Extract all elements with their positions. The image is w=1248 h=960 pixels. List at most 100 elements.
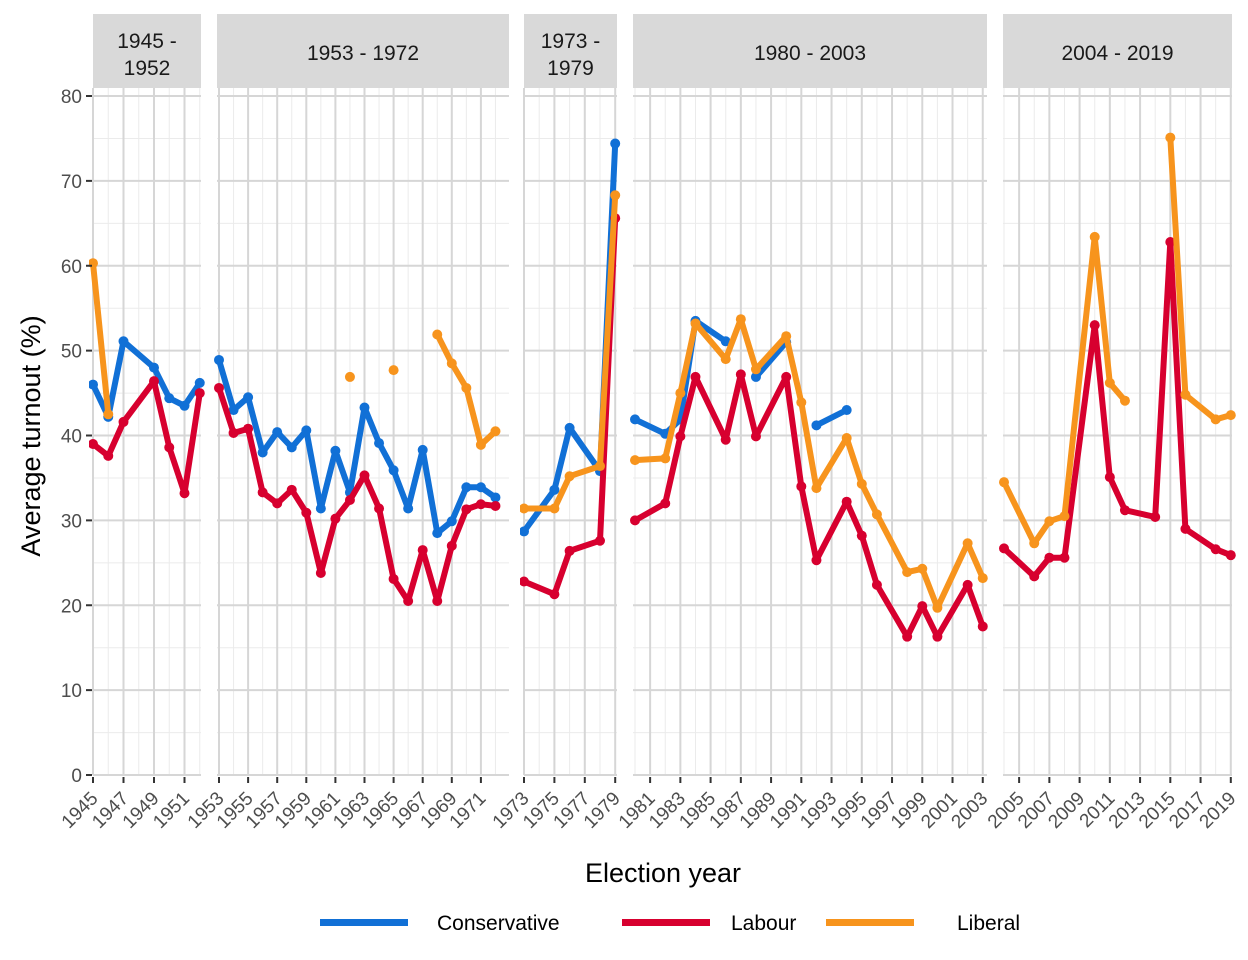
data-point-conservative — [446, 516, 457, 527]
data-point-labour — [179, 488, 190, 499]
data-point-labour — [461, 504, 472, 515]
x-tick-label: 2019 — [1196, 788, 1241, 833]
data-point-labour — [432, 596, 443, 607]
y-tick-label: 20 — [61, 596, 82, 617]
data-point-liberal — [1044, 516, 1055, 527]
facet-strip — [524, 14, 617, 88]
facet-strip — [633, 14, 987, 88]
data-point-conservative — [194, 377, 205, 388]
data-point-liberal — [856, 478, 867, 489]
data-point-labour — [549, 589, 560, 600]
data-point-labour — [374, 503, 385, 514]
data-point-conservative — [461, 482, 472, 493]
data-point-liberal — [720, 354, 731, 365]
y-tick-label: 60 — [61, 257, 82, 278]
data-point-conservative — [403, 503, 414, 514]
data-point-conservative — [228, 405, 239, 416]
data-point-labour — [243, 423, 254, 434]
data-point-liberal — [1225, 410, 1236, 421]
data-point-conservative — [272, 427, 283, 438]
data-point-labour — [1089, 320, 1100, 331]
legend-item-labour: Labour — [622, 912, 796, 935]
data-point-labour — [403, 596, 414, 607]
data-point-liberal — [1029, 538, 1040, 549]
facet-strip-label: 1953 - 1972 — [307, 42, 419, 65]
data-point-liberal — [932, 602, 943, 613]
data-point-labour — [490, 500, 501, 511]
data-point-conservative — [301, 425, 312, 436]
data-point-labour — [1210, 544, 1221, 555]
data-point-labour — [660, 498, 671, 509]
data-point-conservative — [286, 442, 297, 453]
data-point-labour — [1104, 472, 1115, 483]
data-point-labour — [118, 416, 129, 427]
data-point-liberal — [1210, 414, 1221, 425]
data-point-labour — [520, 576, 529, 587]
data-point-liberal — [461, 382, 472, 393]
x-tick-label: 1979 — [580, 788, 625, 833]
data-point-conservative — [475, 482, 486, 493]
data-point-liberal — [999, 477, 1009, 488]
legend-label: Liberal — [957, 912, 1020, 935]
data-point-labour — [932, 631, 943, 642]
data-point-labour — [841, 496, 852, 507]
facet-panel: 2004 - 201920052007200920112013201520172… — [984, 14, 1240, 833]
y-axis-title: Average turnout (%) — [16, 315, 46, 556]
series-line-conservative — [815, 407, 849, 428]
data-point-liberal — [1104, 377, 1115, 388]
legend-item-liberal: Liberal — [826, 912, 1020, 935]
data-point-labour — [257, 487, 268, 498]
data-point-conservative — [610, 138, 621, 149]
series-line-liberal — [1167, 137, 1232, 423]
data-point-conservative — [520, 526, 529, 537]
data-point-labour — [330, 513, 341, 524]
data-point-labour — [388, 573, 399, 584]
legend-label: Labour — [731, 912, 796, 935]
facet-strip-label: 2004 - 2019 — [1061, 42, 1173, 65]
data-point-conservative — [490, 492, 501, 503]
facet-strip-label: 1973 - — [541, 30, 601, 53]
data-point-labour — [149, 376, 159, 387]
panel-data — [630, 314, 988, 642]
data-point-liberal — [490, 426, 501, 437]
data-point-liberal — [977, 573, 988, 584]
data-point-conservative — [330, 445, 341, 456]
data-point-liberal — [103, 409, 114, 420]
data-point-liberal — [564, 471, 575, 482]
y-tick-label: 0 — [71, 766, 82, 787]
facet-strip-label: 1945 - — [117, 30, 177, 53]
data-point-labour — [164, 442, 175, 453]
facet-strip-label: 1979 — [547, 57, 594, 80]
data-point-conservative — [549, 484, 560, 495]
facet-strip-label: 1980 - 2003 — [754, 42, 866, 65]
series-line-conservative — [753, 340, 789, 379]
data-point-labour — [301, 507, 312, 518]
data-point-labour — [286, 484, 297, 495]
data-point-conservative — [564, 422, 575, 433]
y-tick-label: 30 — [61, 511, 82, 532]
data-point-liberal — [549, 503, 560, 514]
data-point-liberal — [520, 503, 529, 514]
data-point-labour — [811, 555, 822, 566]
data-point-labour — [999, 543, 1009, 554]
data-point-conservative — [243, 392, 254, 403]
data-point-labour — [735, 369, 746, 380]
data-point-liberal — [610, 190, 621, 201]
panel-data — [999, 132, 1236, 582]
data-point-labour — [962, 579, 973, 590]
facet-strip — [1003, 14, 1232, 88]
data-point-conservative — [388, 465, 399, 476]
data-point-conservative — [149, 362, 159, 373]
data-point-labour — [103, 450, 114, 461]
panel-data — [89, 258, 205, 499]
series-line-liberal — [90, 262, 112, 415]
data-point-labour — [417, 545, 428, 556]
data-point-liberal — [962, 538, 973, 549]
data-point-labour — [856, 530, 867, 541]
data-point-conservative — [630, 414, 640, 425]
y-tick-label: 10 — [61, 681, 82, 702]
legend-label: Conservative — [437, 912, 560, 935]
data-point-labour — [595, 535, 605, 546]
